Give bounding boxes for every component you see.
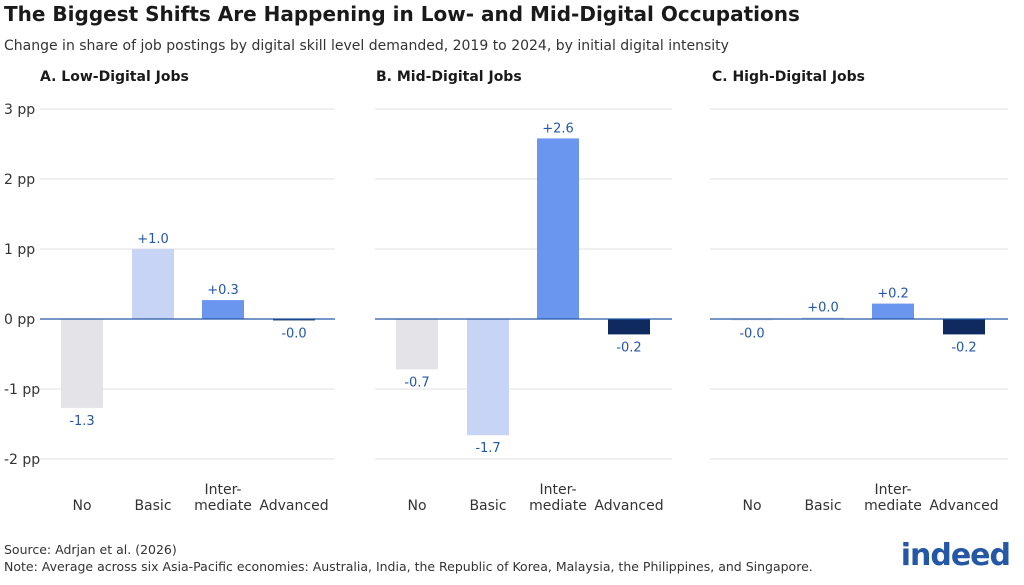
chart-subtitle: Change in share of job postings by digit… [4,38,729,54]
bar-advanced [943,319,985,335]
y-tick-label: -2 pp [4,452,40,468]
footnote: Note: Average across six Asia-Pacific ec… [4,559,813,574]
bar-no [731,319,773,321]
bar-basic [132,249,174,319]
x-tick-label: Inter- [204,482,241,498]
data-label: -0.2 [616,340,641,355]
bar-basic [467,319,509,436]
bar-no [61,319,103,408]
data-label: -0.0 [739,326,764,341]
x-tick-label: Inter- [539,482,576,498]
data-label: -0.7 [404,375,429,390]
x-tick-label: No [742,498,761,514]
x-tick-label: Basic [804,498,841,514]
data-label: +2.6 [542,121,574,136]
y-tick-label: 1 pp [4,242,35,258]
panel-title: C. High-Digital Jobs [712,69,865,85]
data-label: -0.0 [281,326,306,341]
indeed-logo: indeed [900,538,1011,573]
x-tick-label: Advanced [594,498,663,514]
x-tick-label: mediate [194,498,252,514]
y-tick-label: -1 pp [4,382,40,398]
data-label: -0.2 [951,340,976,355]
data-label: +1.0 [137,232,169,247]
bar-intermediate [537,138,579,319]
data-label: +0.2 [877,287,909,302]
x-tick-label: No [407,498,426,514]
x-tick-label: Advanced [259,498,328,514]
x-tick-label: Basic [469,498,506,514]
data-label: -1.7 [475,441,500,456]
bar-advanced [273,319,315,321]
bar-advanced [608,319,650,335]
chart-title: The Biggest Shifts Are Happening in Low-… [4,2,800,26]
data-label: -1.3 [69,414,94,429]
data-label: +0.3 [207,283,239,298]
panel-title: A. Low-Digital Jobs [40,69,189,85]
bar-chart: 3 pp 2 pp 1 pp 0 pp -1 pp -2 pp A. Low-Digital… [4,69,1008,514]
x-tick-label: Inter- [874,482,911,498]
source-note: Source: Adrjan et al. (2026) [4,542,177,557]
panel-title: B. Mid-Digital Jobs [376,69,522,85]
bar-basic [802,317,844,319]
x-tick-label: mediate [864,498,922,514]
x-tick-label: No [72,498,91,514]
y-tick-label: 3 pp [4,102,35,118]
x-tick-label: Basic [134,498,171,514]
data-label: +0.0 [807,301,839,316]
bar-no [396,319,438,370]
bar-intermediate [202,300,244,319]
bar-intermediate [872,303,914,319]
y-tick-label: 0 pp [4,312,35,328]
x-tick-label: mediate [529,498,587,514]
y-tick-label: 2 pp [4,172,35,188]
x-tick-label: Advanced [929,498,998,514]
